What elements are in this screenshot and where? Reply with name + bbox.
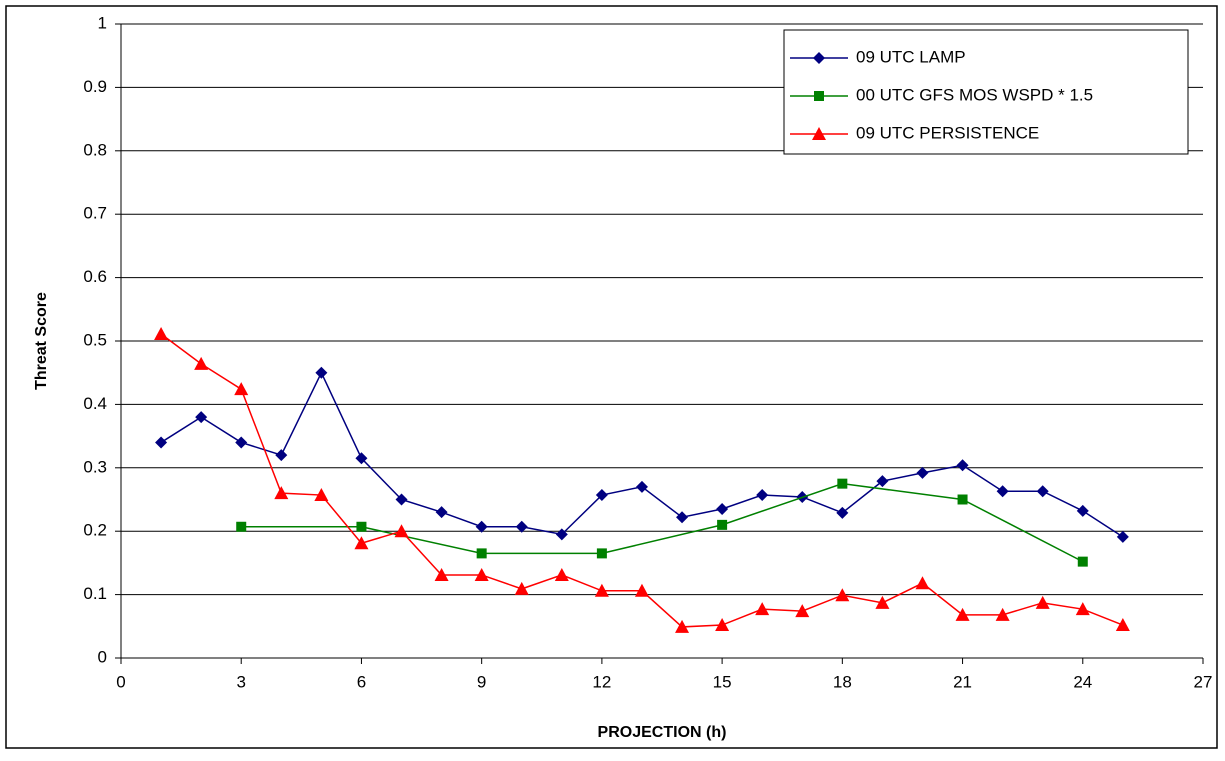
marker (234, 382, 249, 396)
marker (595, 489, 608, 502)
marker (596, 548, 607, 559)
marker (155, 436, 168, 449)
marker (755, 602, 770, 616)
x-tick-label: 18 (833, 672, 852, 691)
marker (515, 520, 528, 533)
marker (812, 127, 826, 140)
legend-label: 00 UTC GFS MOS WSPD * 1.5 (856, 85, 1093, 104)
legend-label: 09 UTC LAMP (856, 47, 966, 66)
marker (837, 478, 848, 489)
marker (835, 588, 850, 602)
marker (476, 548, 487, 559)
marker (434, 567, 449, 581)
x-tick-label: 24 (1073, 672, 1092, 691)
x-tick-label: 6 (357, 672, 366, 691)
marker (634, 583, 649, 597)
y-tick-label: 0.7 (83, 204, 107, 223)
marker (955, 607, 970, 621)
y-tick-label: 0.1 (83, 584, 107, 603)
marker (315, 366, 328, 379)
marker (957, 494, 968, 505)
marker (355, 452, 368, 465)
marker (195, 411, 208, 424)
marker (555, 528, 568, 541)
x-tick-label: 27 (1194, 672, 1213, 691)
marker (474, 567, 489, 581)
y-tick-label: 0.2 (83, 521, 107, 540)
marker (236, 521, 247, 532)
marker (1076, 504, 1089, 517)
series-line (241, 482, 1084, 563)
legend-label: 09 UTC PERSISTENCE (856, 123, 1039, 142)
x-axis-label: PROJECTION (h) (598, 724, 727, 741)
marker (756, 489, 769, 502)
x-tick-label: 21 (953, 672, 972, 691)
marker (154, 327, 169, 341)
y-tick-label: 0.8 (83, 140, 107, 159)
marker (675, 619, 690, 633)
marker (715, 618, 730, 632)
marker (354, 536, 369, 550)
marker (996, 485, 1009, 498)
marker (554, 567, 569, 581)
marker (813, 52, 825, 64)
marker (716, 503, 729, 516)
marker (194, 356, 209, 370)
y-tick-label: 0.5 (83, 330, 107, 349)
marker (1036, 485, 1049, 498)
marker (475, 520, 488, 533)
y-tick-label: 0.6 (83, 267, 107, 286)
x-tick-label: 12 (592, 672, 611, 691)
y-tick-label: 0.9 (83, 77, 107, 96)
marker (514, 581, 529, 595)
marker (836, 506, 849, 519)
marker (795, 604, 810, 618)
marker (235, 436, 248, 449)
marker (356, 521, 367, 532)
marker (814, 91, 824, 101)
marker (1115, 618, 1130, 632)
marker (1075, 602, 1090, 616)
y-tick-label: 0.3 (83, 457, 107, 476)
marker (594, 583, 609, 597)
marker (275, 449, 288, 462)
marker (676, 511, 689, 524)
x-tick-label: 15 (713, 672, 732, 691)
marker (395, 493, 408, 506)
marker (717, 519, 728, 530)
legend-box (783, 29, 1189, 155)
x-tick-label: 3 (236, 672, 245, 691)
marker (916, 466, 929, 479)
y-axis-label: Threat Score (33, 292, 50, 390)
marker (274, 486, 289, 500)
marker (1077, 556, 1088, 567)
marker (995, 607, 1010, 621)
marker (394, 524, 409, 538)
y-tick-label: 0.4 (83, 394, 107, 413)
marker (915, 576, 930, 590)
y-tick-label: 1 (98, 13, 107, 32)
marker (435, 506, 448, 519)
marker (1116, 530, 1129, 543)
marker (875, 595, 890, 609)
x-tick-label: 0 (116, 672, 125, 691)
marker (956, 459, 969, 472)
x-tick-label: 9 (477, 672, 486, 691)
y-tick-label: 0 (98, 647, 107, 666)
marker (314, 488, 329, 502)
marker (1035, 595, 1050, 609)
marker (635, 480, 648, 493)
marker (876, 475, 889, 488)
